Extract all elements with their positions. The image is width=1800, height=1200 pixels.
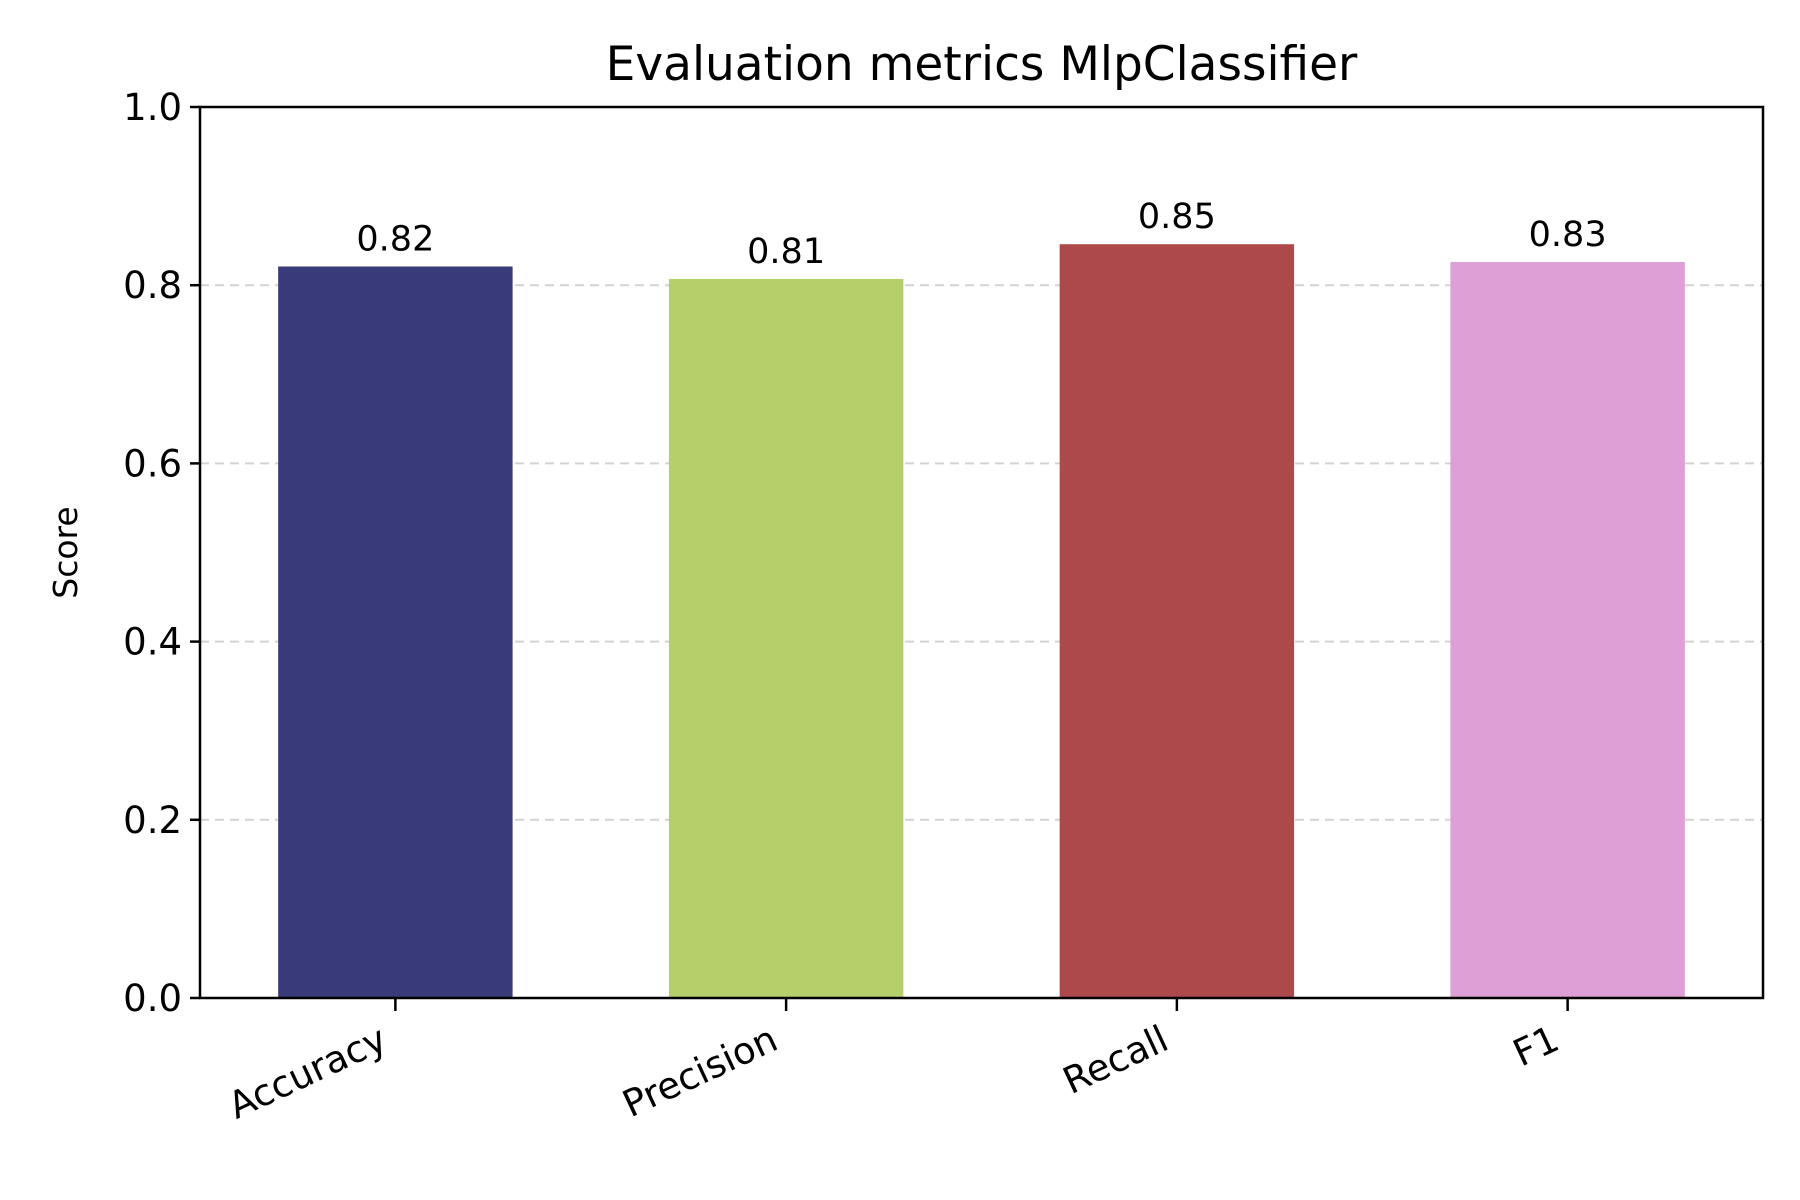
x-axis: Accuracy Precision Recall F1	[222, 998, 1569, 1128]
y-tick-label: 0.6	[123, 442, 182, 485]
bar-recall	[1059, 244, 1295, 999]
axes-frame	[198, 105, 1765, 1000]
y-tick-label: 0.8	[123, 264, 182, 307]
bar-value-label: 0.85	[1138, 197, 1216, 237]
bar-precision	[668, 278, 904, 998]
x-tick-label: Recall	[1056, 1017, 1174, 1103]
y-tick-label: 1.0	[123, 86, 182, 129]
bar-accuracy	[278, 266, 513, 998]
bar-labels-layer: 0.82 0.81 0.85 0.83	[356, 197, 1606, 272]
bar-value-label: 0.81	[747, 232, 825, 272]
y-tick-label: 0.2	[123, 799, 182, 842]
x-tick-label: Precision	[616, 1017, 784, 1126]
x-tick-label: Accuracy	[222, 1017, 393, 1127]
bar-value-label: 0.82	[356, 219, 434, 259]
y-axis: 0.0 0.2 0.4 0.6 0.8 1.0	[123, 86, 200, 1020]
chart-title: Evaluation metrics MlpClassifier	[606, 37, 1358, 92]
y-axis-label: Score	[46, 506, 85, 598]
x-tick-label: F1	[1507, 1017, 1566, 1075]
bar-value-label: 0.83	[1529, 215, 1607, 255]
y-tick-label: 0.4	[123, 621, 182, 664]
bars-layer	[278, 244, 1685, 999]
bar-f1	[1450, 262, 1685, 998]
y-tick-label: 0.0	[123, 977, 182, 1020]
